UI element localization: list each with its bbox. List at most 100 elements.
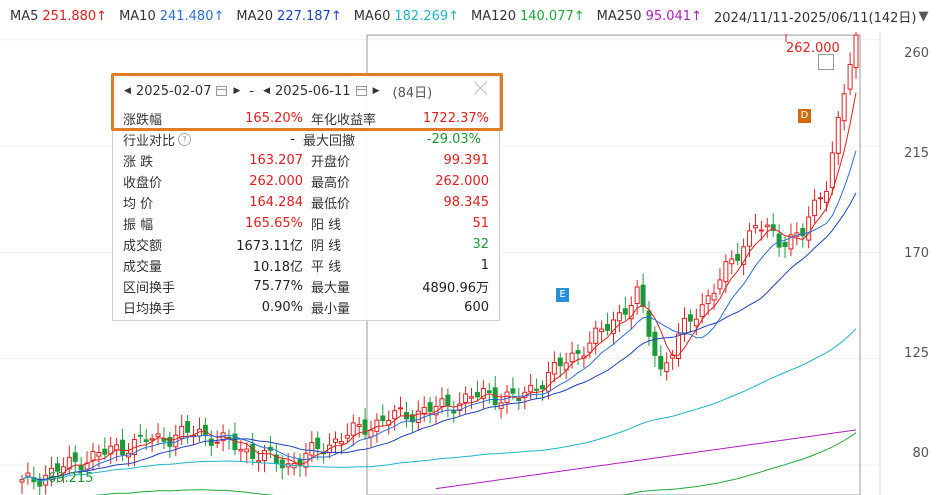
ma60-line	[21, 328, 857, 482]
start-date-field[interactable]: 2025-02-07	[135, 83, 212, 99]
help-icon[interactable]: ?	[178, 132, 192, 146]
stat-label: 最大量	[311, 280, 351, 296]
ma-value: 251.880	[42, 8, 97, 24]
candle-body	[818, 197, 824, 200]
candle-body	[681, 317, 687, 335]
stat-label: 成交量	[123, 259, 163, 275]
end-date-prev-icon[interactable]: ◀	[263, 86, 271, 96]
candle-body	[782, 241, 788, 247]
candle-body	[49, 467, 55, 480]
stat-value: 32	[472, 236, 489, 252]
candle-body	[421, 406, 427, 415]
y-tick-125: 125	[904, 346, 929, 361]
ma-value: 227.187	[277, 8, 331, 24]
candle-body	[480, 388, 486, 399]
candle-body	[486, 390, 492, 393]
event-tag-e[interactable]: E	[556, 288, 569, 302]
candle-body	[776, 233, 782, 248]
candle-body	[853, 34, 859, 69]
candle-body	[19, 479, 25, 483]
candle-body	[54, 463, 60, 472]
candle-body	[25, 472, 31, 477]
candle-body	[610, 319, 616, 334]
up-arrow-icon: ↑	[448, 8, 460, 24]
dropdown-icon[interactable]: ▼	[918, 8, 929, 24]
kline-chart[interactable]: 260 215 170 125 80 262.000 69.215 E D	[0, 32, 945, 495]
candle-body	[545, 371, 551, 392]
stat-value: -29.03%	[426, 131, 482, 147]
candle-body	[717, 279, 723, 290]
end-date-field[interactable]: 2025-06-11	[275, 83, 351, 99]
candle-body	[599, 328, 605, 333]
stat-value: 1	[480, 257, 489, 273]
candle-body	[504, 391, 510, 403]
close-icon[interactable]	[473, 80, 489, 96]
calendar-icon[interactable]	[216, 86, 228, 96]
date-range-label[interactable]: 2024/11/11-2025/06/11(142日)	[714, 10, 917, 26]
candle-body	[676, 333, 682, 359]
ma-item-ma250: MA250 95.041↑	[597, 9, 702, 24]
candle-body	[516, 397, 522, 402]
stat-label: 最大回撤	[303, 133, 356, 149]
candle-body	[457, 403, 463, 412]
candle-body	[78, 464, 84, 471]
candle-body	[250, 443, 256, 459]
up-arrow-icon: ↑	[691, 8, 702, 24]
candle-body	[687, 314, 693, 322]
stat-label: 涨 跌	[123, 154, 154, 170]
ma-value: 241.480	[159, 8, 214, 24]
candle-body	[652, 331, 658, 356]
candle-body	[350, 422, 356, 436]
end-date-next-icon[interactable]: ▶	[372, 86, 380, 96]
calendar-icon[interactable]	[355, 86, 367, 96]
candle-body	[551, 361, 557, 375]
stat-value: 165.20%	[245, 110, 303, 126]
candle-body	[823, 190, 829, 203]
kline-svg[interactable]	[0, 32, 945, 495]
stat-label: 均 价	[123, 196, 154, 212]
candle-body	[841, 93, 847, 122]
candle-body	[800, 228, 806, 237]
candle-body	[528, 384, 534, 393]
stats-row: 行业对比? - 最大回撤 -29.03%	[123, 129, 493, 149]
stat-value: 75.77%	[253, 278, 303, 294]
ma-label: MA60	[353, 8, 391, 24]
candle-body	[752, 225, 758, 229]
candle-body	[593, 327, 599, 344]
candle-body	[764, 224, 770, 228]
candle-body	[398, 407, 404, 410]
candle-body	[741, 246, 747, 265]
candle-body	[758, 229, 764, 232]
stat-value: 165.65%	[245, 215, 303, 231]
candle-body	[711, 292, 717, 301]
y-tick-215: 215	[904, 146, 929, 161]
candle-body	[445, 394, 451, 407]
ma5-line	[21, 92, 857, 481]
stats-row: 涨跌幅 165.20% 年化收益率 1722.37%	[123, 108, 493, 128]
start-date-prev-icon[interactable]: ◀	[124, 86, 131, 96]
ma-item-ma120: MA120 140.077↑	[471, 9, 585, 24]
low-price-label: 69.215	[48, 471, 94, 486]
candle-body	[90, 450, 96, 461]
stat-value: 99.391	[443, 152, 490, 168]
stat-label: 阴 线	[311, 238, 342, 254]
stats-row: 均 价 164.284 最低价 98.345	[123, 192, 493, 212]
event-tag-d[interactable]: D	[798, 109, 811, 123]
stat-label: 年化收益率	[311, 112, 377, 128]
zoom-box-icon[interactable]	[818, 54, 834, 70]
candle-body	[788, 234, 794, 250]
start-date-next-icon[interactable]: ▶	[233, 86, 241, 96]
candle-body	[605, 323, 611, 331]
candle-body	[356, 424, 362, 427]
ma-value: 140.077	[519, 8, 574, 24]
candle-body	[622, 308, 628, 315]
stat-label: 日均换手	[123, 301, 176, 317]
candle-body	[380, 415, 386, 422]
y-tick-170: 170	[904, 246, 929, 261]
ma-label: MA10	[119, 8, 156, 24]
ma-label: MA20	[236, 8, 274, 24]
candle-body	[309, 442, 315, 456]
candle-body	[575, 350, 581, 354]
candle-body	[770, 224, 776, 231]
up-arrow-icon: ↑	[96, 8, 108, 24]
